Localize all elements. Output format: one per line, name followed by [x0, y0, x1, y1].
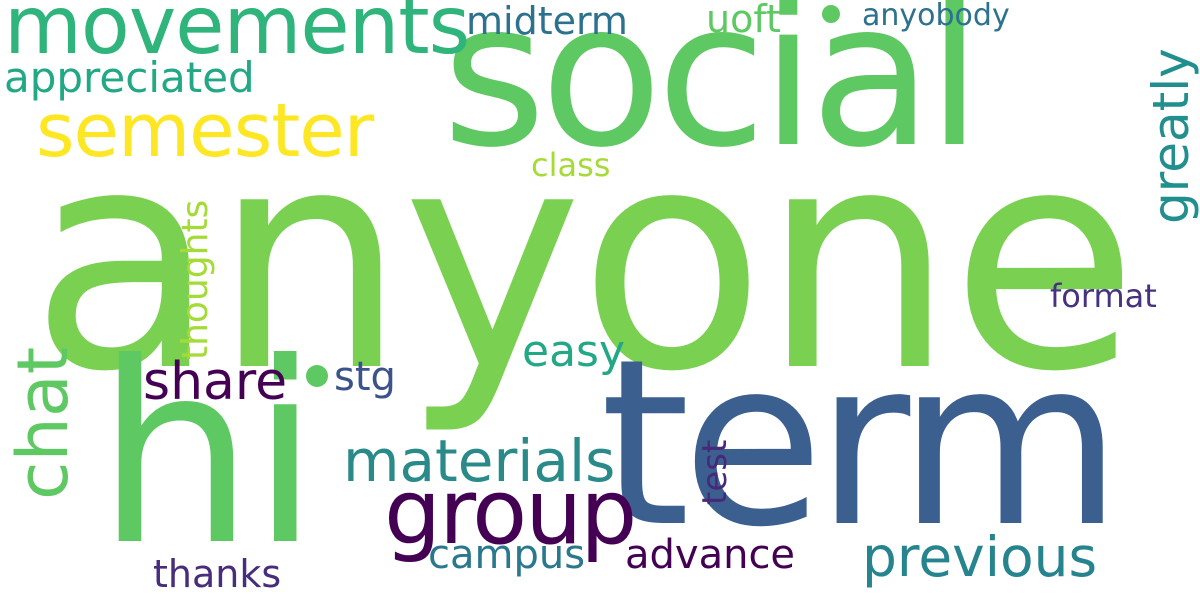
dot-top — [822, 5, 840, 23]
word-share: share — [143, 352, 288, 412]
word-group: group — [384, 460, 637, 565]
word-thoughts: thoughts — [175, 199, 216, 360]
word-social: social — [442, 0, 982, 192]
word-anyobody: anyobody — [862, 0, 1010, 33]
word-movements: movements — [4, 0, 470, 72]
word-hi: hi — [96, 309, 320, 600]
word-semester: semester — [36, 88, 374, 174]
word-previous: previous — [862, 525, 1098, 589]
word-term: term — [600, 311, 1122, 578]
word-uoft: uoft — [706, 0, 781, 41]
word-greatly: greatly — [1142, 48, 1200, 224]
word-stg: stg — [334, 354, 396, 400]
word-easy: easy — [522, 326, 625, 377]
word-appreciated: appreciated — [4, 53, 255, 102]
word-campus: campus — [428, 532, 586, 578]
word-anyone: anyone — [30, 83, 1138, 438]
word-test: test — [695, 439, 735, 505]
word-midterm: midterm — [466, 0, 628, 43]
word-materials: materials — [343, 427, 616, 495]
word-chat: chat — [2, 346, 84, 500]
word-format: format — [1050, 277, 1157, 315]
word-advance: advance — [625, 532, 796, 578]
dot-middle — [306, 365, 328, 387]
word-class: class — [531, 146, 611, 184]
word-thanks: thanks — [153, 552, 282, 596]
